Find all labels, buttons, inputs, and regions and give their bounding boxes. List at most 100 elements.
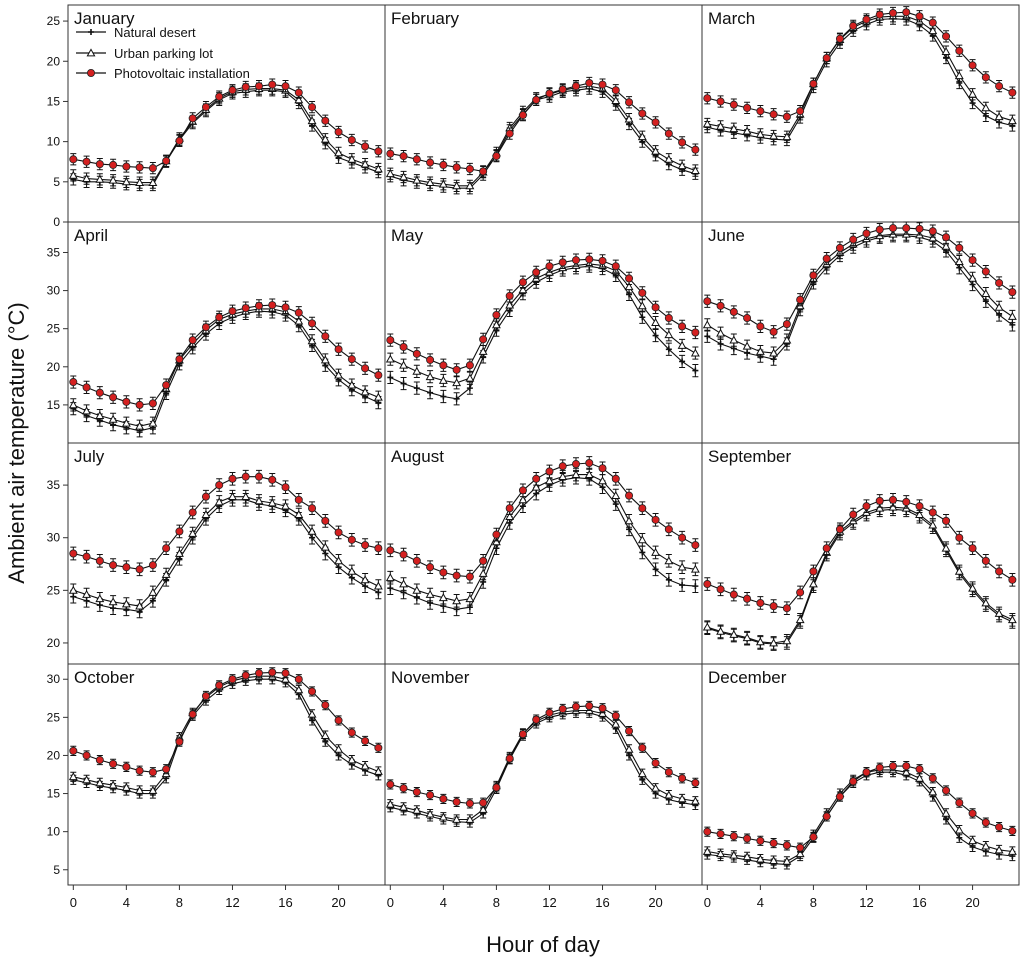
photovoltaic-installation-point [638, 109, 647, 118]
panel-title: December [708, 668, 787, 687]
urban-parking-lot-point [148, 177, 158, 186]
urban-parking-lot-point [755, 129, 765, 138]
photovoltaic-installation-point [374, 371, 383, 380]
photovoltaic-installation-point [162, 544, 171, 553]
photovoltaic-installation-point [716, 829, 725, 838]
urban-parking-lot-point [82, 775, 92, 784]
photovoltaic-installation-point [822, 54, 831, 63]
photovoltaic-installation-point [651, 759, 660, 768]
urban-parking-lot-point [518, 495, 528, 504]
photovoltaic-installation-point [334, 716, 343, 725]
urban-parking-lot-point [334, 556, 344, 565]
photovoltaic-installation-point [188, 710, 197, 719]
panel-frame [384, 221, 703, 444]
photovoltaic-installation-point [729, 590, 738, 599]
series-natural-desert [70, 84, 382, 192]
photovoltaic-installation-point [769, 110, 778, 119]
photovoltaic-installation-point [479, 798, 488, 807]
y-tick-label: 15 [47, 787, 61, 801]
urban-parking-lot-point [928, 787, 938, 796]
natural-desert-point [665, 346, 672, 353]
natural-desert-point [679, 358, 686, 365]
urban-parking-lot-point [637, 535, 647, 544]
urban-parking-lot-point [491, 320, 501, 329]
series-natural-desert [387, 707, 699, 828]
x-tick-label: 4 [440, 895, 447, 910]
photovoltaic-installation-point [875, 496, 884, 505]
photovoltaic-installation-point [518, 278, 527, 287]
urban-parking-lot-point [954, 825, 964, 834]
photovoltaic-installation-point [505, 754, 514, 763]
photovoltaic-installation-point [241, 671, 250, 680]
photovoltaic-installation-point [862, 502, 871, 511]
photovoltaic-installation-point [201, 492, 210, 501]
photovoltaic-installation-point [849, 510, 858, 519]
urban-parking-lot-point [399, 579, 409, 588]
photovoltaic-installation-point [254, 301, 263, 310]
urban-parking-lot-point [664, 154, 674, 163]
urban-parking-lot-point [438, 179, 448, 188]
urban-parking-lot-point [281, 674, 290, 683]
series-urban-parking-lot [68, 489, 383, 613]
y-tick-label: 20 [47, 360, 61, 374]
urban-parking-lot-point [584, 469, 594, 478]
urban-parking-lot-point [968, 583, 978, 592]
urban-parking-lot-point [373, 766, 383, 775]
urban-parking-lot-point [624, 744, 634, 753]
y-tick-label: 5 [53, 863, 60, 877]
series-natural-desert [704, 12, 1016, 147]
urban-parking-lot-point [769, 131, 779, 140]
photovoltaic-installation-point [716, 585, 725, 594]
photovoltaic-installation-point [188, 336, 197, 345]
photovoltaic-installation-point [175, 355, 184, 364]
urban-parking-lot-point [981, 841, 991, 850]
y-tick-label: 25 [47, 710, 61, 724]
urban-parking-lot-point [795, 615, 805, 624]
urban-parking-lot-point [294, 316, 304, 325]
urban-parking-lot-point [68, 170, 78, 179]
legend-entry: Urban parking lot [114, 46, 213, 61]
photovoltaic-installation-point [175, 737, 184, 746]
photovoltaic-installation-point [888, 495, 897, 504]
x-tick-label: 12 [859, 895, 873, 910]
series-photovoltaic-installation [386, 76, 700, 178]
urban-parking-lot-point [307, 526, 317, 535]
photovoltaic-installation-point [228, 675, 237, 684]
urban-parking-lot-point [82, 406, 92, 415]
series-urban-parking-lot [68, 82, 383, 189]
panel-title: November [391, 668, 470, 687]
y-tick-label: 5 [53, 175, 60, 189]
photovoltaic-installation-point [545, 708, 554, 717]
photovoltaic-installation-point [347, 728, 356, 737]
photovoltaic-installation-point [822, 544, 831, 553]
photovoltaic-installation-point [955, 798, 964, 807]
urban-parking-lot-line [707, 15, 1013, 138]
x-tick-label: 16 [912, 895, 926, 910]
urban-parking-lot-point [373, 581, 383, 590]
photovoltaic-installation-point [281, 669, 290, 678]
series-photovoltaic-installation [386, 456, 700, 584]
series-photovoltaic-installation [69, 469, 383, 577]
urban-parking-lot-point [478, 804, 488, 813]
photovoltaic-installation-point [321, 332, 330, 341]
urban-parking-lot-point [637, 301, 647, 310]
photovoltaic-installation-point [743, 834, 752, 843]
photovoltaic-installation-point [1008, 575, 1017, 584]
photovoltaic-installation-point [347, 136, 356, 145]
photovoltaic-installation-point [585, 255, 594, 264]
natural-desert-point [704, 333, 711, 340]
photovoltaic-installation-point [782, 320, 791, 329]
urban-parking-lot-point [571, 469, 581, 478]
photovoltaic-installation-point [162, 765, 171, 774]
photovoltaic-installation-point [809, 567, 818, 576]
urban-parking-lot-point [68, 400, 78, 409]
photovoltaic-installation-point [782, 604, 791, 613]
photovoltaic-installation-point [638, 288, 647, 297]
photovoltaic-installation-point [651, 303, 660, 312]
urban-parking-lot-point [716, 328, 726, 337]
photovoltaic-installation-point [347, 355, 356, 364]
photovoltaic-installation-point [955, 243, 964, 252]
photovoltaic-installation-point [849, 777, 858, 786]
urban-parking-lot-line [707, 506, 1013, 644]
